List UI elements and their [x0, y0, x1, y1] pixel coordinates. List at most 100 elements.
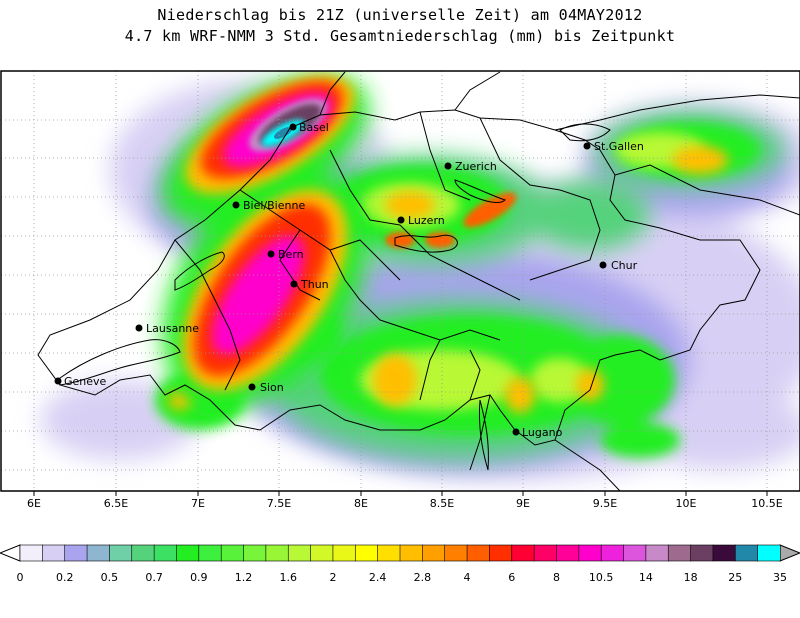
- colorbar-swatch: [712, 544, 736, 562]
- colorbar-swatch: [109, 544, 133, 562]
- x-tick-label: 9E: [516, 497, 530, 510]
- colorbar-right-arrow: [779, 544, 800, 562]
- colorbar-label: 2: [329, 571, 336, 584]
- lake-geneva: [59, 339, 181, 386]
- colorbar-swatch: [198, 544, 222, 562]
- colorbar-swatch: [489, 544, 513, 562]
- lake-lucerne: [394, 234, 458, 253]
- colorbar-swatch: [422, 544, 446, 562]
- city-label-lugano: Lugano: [522, 426, 563, 439]
- colorbar-label: 2.8: [414, 571, 432, 584]
- city-dot-lausanne: [135, 324, 143, 332]
- swiss-border: [37, 109, 761, 446]
- city-dot-zuerich: [444, 162, 452, 170]
- colorbar-label: 0.7: [145, 571, 163, 584]
- colorbar-label: 35: [773, 571, 787, 584]
- italy-border: [469, 394, 621, 491]
- colorbar-label: 2.4: [369, 571, 387, 584]
- colorbar-label: 25: [728, 571, 742, 584]
- lake-neuchatel: [174, 251, 225, 291]
- colorbar-swatch: [734, 544, 759, 562]
- city-label-lausanne: Lausanne: [146, 322, 199, 335]
- colorbar-swatch: [377, 544, 401, 562]
- map-subtitle: 4.7 km WRF-NMM 3 Std. Gesamtniederschlag…: [124, 27, 676, 45]
- city-dot-geneve: [54, 377, 62, 385]
- colorbar-swatch: [667, 544, 692, 562]
- city-dot-bern: [267, 250, 275, 258]
- colorbar-swatch: [19, 544, 43, 562]
- city-dot-biel: [232, 201, 240, 209]
- colorbar-label: 18: [684, 571, 698, 584]
- colorbar-swatch: [86, 544, 111, 562]
- colorbar-label: 0.2: [56, 571, 74, 584]
- colorbar-swatch: [153, 544, 178, 562]
- colorbar-swatch: [42, 544, 66, 562]
- colorbar-swatch: [176, 544, 200, 562]
- colorbar-swatch: [556, 544, 580, 562]
- city-label-basel: Basel: [299, 121, 329, 134]
- x-tick-label: 9.5E: [593, 497, 617, 510]
- colorbar-swatch: [645, 544, 669, 562]
- colorbar-swatch: [220, 544, 245, 562]
- city-dot-stgallen: [583, 142, 591, 150]
- x-tick-label: 8.5E: [430, 497, 454, 510]
- colorbar-swatch: [600, 544, 625, 562]
- map-border: [0, 70, 800, 492]
- germany-border: [319, 71, 800, 131]
- colorbar-label: 14: [639, 571, 653, 584]
- colorbar-swatch: [511, 544, 535, 562]
- colorbar-swatch: [690, 544, 714, 562]
- lake-constance: [559, 123, 611, 142]
- colorbar-swatch: [64, 544, 88, 562]
- city-label-sion: Sion: [260, 381, 284, 394]
- colorbar-label: 8: [553, 571, 560, 584]
- colorbar-swatch: [131, 544, 155, 562]
- colorbar-swatch: [310, 544, 334, 562]
- x-axis: 6E 6.5E 7E 7.5E 8E 8.5E 9E 9.5E 10E 10.5…: [27, 491, 783, 510]
- colorbar-label: 0.9: [190, 571, 208, 584]
- colorbar-label: 0.5: [101, 571, 119, 584]
- city-label-thun: Thun: [300, 278, 329, 291]
- city-dot-thun: [290, 280, 298, 288]
- colorbar-swatch: [533, 544, 558, 562]
- city-dot-basel: [289, 123, 297, 131]
- city-label-bern: Bern: [278, 248, 304, 261]
- x-tick-label: 7E: [191, 497, 205, 510]
- map-title: Niederschlag bis 21Z (universelle Zeit) …: [157, 6, 643, 24]
- city-label-zuerich: Zuerich: [455, 160, 497, 173]
- canton-borders: [174, 111, 601, 401]
- city-label-stgallen: St.Gallen: [594, 140, 644, 153]
- city-dot-luzern: [397, 216, 405, 224]
- city-dot-sion: [248, 383, 256, 391]
- lake-zurich: [454, 179, 506, 203]
- colorbar: 0 0.2 0.5 0.7 0.9 1.2 1.6 2 2.4 2.8 4 6 8 10.5 14 18 25 3…: [0, 544, 800, 584]
- x-tick-label: 7.5E: [267, 497, 291, 510]
- colorbar-swatch: [757, 544, 781, 562]
- x-tick-label: 10.5E: [751, 497, 782, 510]
- colorbar-label: 1.2: [235, 571, 253, 584]
- colorbar-swatch: [287, 544, 312, 562]
- colorbar-swatch: [578, 544, 602, 562]
- colorbar-label: 1.6: [279, 571, 297, 584]
- colorbar-label: 0: [17, 571, 24, 584]
- colorbar-label: 4: [464, 571, 471, 584]
- colorbar-swatch: [623, 544, 647, 562]
- colorbar-left-arrow: [0, 544, 21, 562]
- colorbar-swatch: [466, 544, 491, 562]
- colorbar-swatch: [399, 544, 423, 562]
- x-tick-label: 8E: [354, 497, 368, 510]
- colorbar-swatch: [243, 544, 267, 562]
- city-label-luzern: Luzern: [408, 214, 445, 227]
- precipitation-field: [40, 75, 800, 480]
- colorbar-swatch: [332, 544, 356, 562]
- colorbar-label: 6: [508, 571, 515, 584]
- city-label-geneve: Geneve: [64, 375, 107, 388]
- x-tick-label: 10E: [676, 497, 697, 510]
- city-dot-chur: [599, 261, 607, 269]
- austria-border: [614, 164, 800, 216]
- lake-maggiore: [479, 399, 489, 471]
- borders: [37, 71, 800, 491]
- city-label-biel: Biel/Bienne: [243, 199, 305, 212]
- colorbar-swatch: [444, 544, 468, 562]
